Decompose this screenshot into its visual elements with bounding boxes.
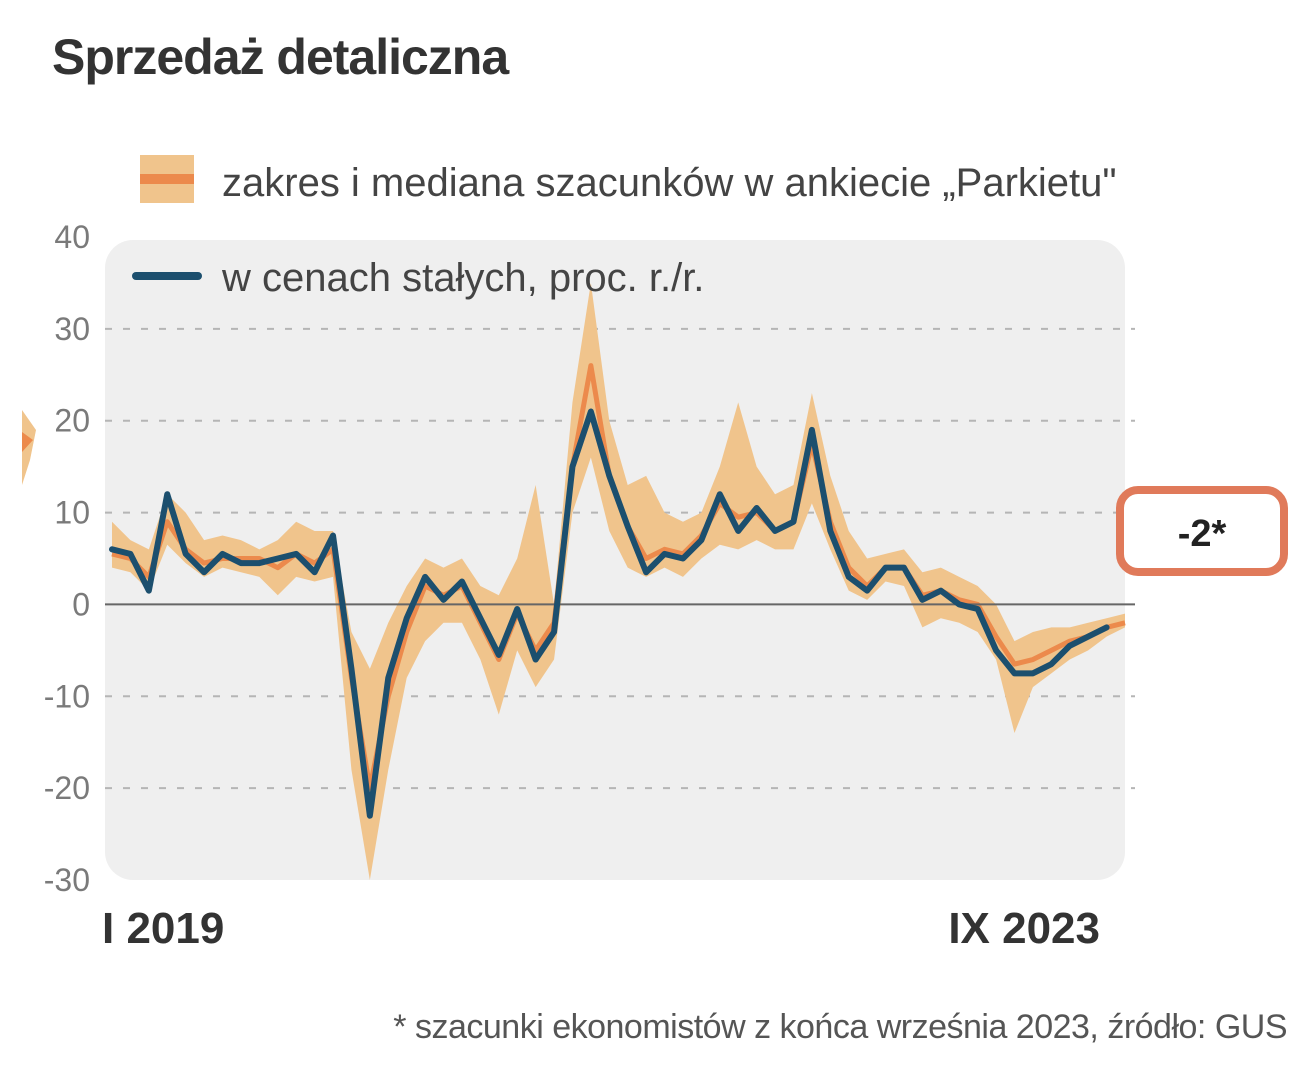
footnote: * szacunki ekonomistów z końca września …: [393, 1008, 1287, 1046]
data-point: [827, 528, 833, 534]
estimate-callout: -2*: [1116, 486, 1288, 576]
data-point: [643, 569, 649, 575]
data-point: [477, 615, 483, 621]
data-point: [772, 528, 778, 534]
data-point: [312, 569, 318, 575]
data-point: [385, 675, 391, 681]
y-tick-label: -10: [44, 678, 90, 714]
y-tick-label: -20: [44, 770, 90, 806]
data-point: [606, 473, 612, 479]
data-point: [1085, 634, 1091, 640]
data-point: [680, 556, 686, 562]
period-end-label: IX 2023: [948, 904, 1100, 953]
y-tick-label: 0: [72, 586, 90, 622]
data-point: [809, 427, 815, 433]
data-point: [201, 569, 207, 575]
data-point: [220, 551, 226, 557]
data-point: [348, 666, 354, 672]
data-point: [569, 464, 575, 470]
data-point: [717, 491, 723, 497]
data-point: [698, 537, 704, 543]
data-point: [275, 556, 281, 562]
data-point: [588, 409, 594, 415]
data-point: [975, 606, 981, 612]
data-point: [441, 597, 447, 603]
data-point: [238, 560, 244, 566]
sales-line: [109, 408, 1110, 819]
band-edge-decoration: [22, 410, 36, 485]
y-tick-label: 10: [54, 495, 90, 531]
data-point: [790, 519, 796, 525]
data-point: [938, 588, 944, 594]
data-point: [551, 629, 557, 635]
data-point: [164, 491, 170, 497]
data-point: [1067, 643, 1073, 649]
data-point: [735, 528, 741, 534]
estimate-box: [1116, 486, 1288, 576]
data-point: [1011, 670, 1017, 676]
data-point: [127, 551, 133, 557]
data-point: [754, 505, 760, 511]
y-axis: 40 30 20 10 0 -10 -20 -30: [44, 219, 90, 898]
y-tick-label: -30: [44, 862, 90, 898]
data-point: [183, 551, 189, 557]
data-point: [533, 657, 539, 663]
data-point: [864, 588, 870, 594]
y-tick-label: 40: [54, 219, 90, 255]
estimate-label: -2*: [1178, 513, 1227, 555]
data-point: [1104, 624, 1110, 630]
chart-title: Sprzedaż detaliczna: [52, 29, 509, 85]
y-tick-label: 20: [54, 403, 90, 439]
data-point: [404, 615, 410, 621]
data-point: [514, 606, 520, 612]
data-point: [256, 560, 262, 566]
data-point: [330, 533, 336, 539]
data-point: [293, 551, 299, 557]
data-point: [883, 565, 889, 571]
period-start-label: I 2019: [102, 904, 224, 953]
data-point: [1030, 670, 1036, 676]
data-point: [109, 546, 115, 552]
data-point: [367, 813, 373, 819]
data-point: [422, 574, 428, 580]
data-point: [919, 597, 925, 603]
data-point: [146, 588, 152, 594]
data-point: [993, 647, 999, 653]
data-point: [956, 601, 962, 607]
data-point: [625, 523, 631, 529]
y-tick-label: 30: [54, 311, 90, 347]
estimate-range-band: [112, 282, 1125, 880]
data-point: [1048, 661, 1054, 667]
legend-band-label: zakres i mediana szacunków w ankiecie „P…: [222, 161, 1117, 205]
legend-line-label: w cenach stałych, proc. r./r.: [221, 256, 704, 300]
legend-median-swatch: [140, 174, 194, 184]
data-point: [846, 574, 852, 580]
legend: zakres i mediana szacunków w ankiecie „P…: [132, 155, 1117, 300]
median-edge-decoration: [22, 432, 33, 452]
data-point: [459, 578, 465, 584]
data-point: [662, 551, 668, 557]
data-point: [901, 565, 907, 571]
data-point: [496, 652, 502, 658]
